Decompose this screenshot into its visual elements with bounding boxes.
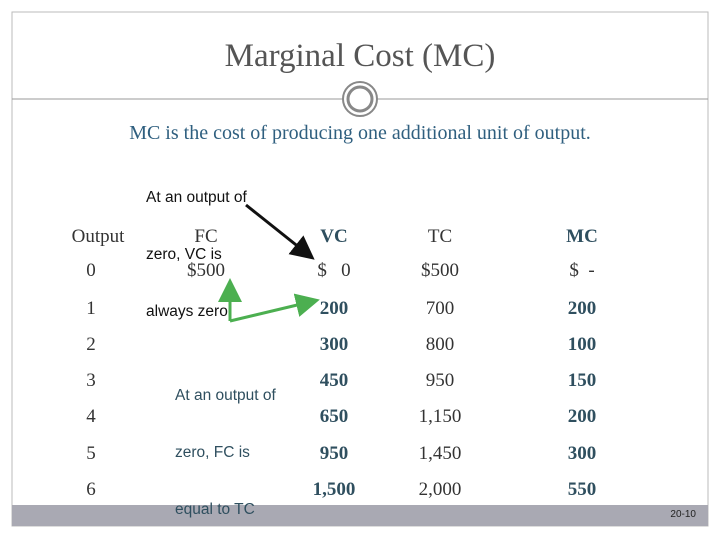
annotation-line: always zero [146, 303, 228, 320]
annotation-line: At an output of [146, 189, 247, 206]
annotation: At an output of zero, VC is always zero [146, 150, 247, 359]
table-cell: 300 [319, 334, 349, 355]
table-cell: 450 [319, 370, 349, 391]
column-header: Output [71, 226, 125, 247]
table-cell: $500 [421, 260, 459, 281]
table-cell: 800 [425, 334, 455, 355]
table-cell: 1,500 [312, 479, 356, 500]
title: Marginal Cost (MC) [224, 38, 496, 74]
column-header: VC [320, 226, 348, 247]
column-header: FC [194, 226, 218, 247]
table-cell: 550 [567, 479, 597, 500]
footer-bar [12, 505, 708, 526]
decor [11, 11, 709, 527]
table-cell: 1,150 [418, 406, 462, 427]
table-cell: 2 [86, 334, 96, 355]
annotation: At an output of zero, FC is equal to TC [175, 348, 276, 557]
table-cell: $ - [569, 260, 595, 281]
slide: Marginal Cost (MC) MC is the cost of pro… [11, 11, 709, 527]
ornament [346, 85, 374, 113]
annotation-line: zero, FC is [175, 444, 250, 461]
table-cell: 200 [319, 298, 349, 319]
table-cell: 300 [567, 443, 597, 464]
table-cell: 4 [86, 406, 96, 427]
arrow [245, 203, 315, 260]
table-cell: 950 [425, 370, 455, 391]
table-cell: 650 [319, 406, 349, 427]
table-cell: 5 [86, 443, 96, 464]
arrow [229, 293, 320, 323]
table-cell: 1 [86, 298, 96, 319]
table-cell: 6 [86, 479, 96, 500]
page-number: 20-10 [670, 509, 696, 520]
table-cell: 200 [567, 406, 597, 427]
annotation-line: zero, VC is [146, 246, 222, 263]
table-cell: $ 0 [317, 260, 351, 281]
table-cell: 0 [86, 260, 96, 281]
subtitle: MC is the cost of producing one addition… [129, 122, 591, 144]
table-cell: 3 [86, 370, 96, 391]
table-cell: 100 [567, 334, 597, 355]
table-cell: 200 [567, 298, 597, 319]
table-cell: 700 [425, 298, 455, 319]
column-header: TC [427, 226, 453, 247]
column-header: MC [566, 226, 598, 247]
annotation-line: At an output of [175, 387, 276, 404]
table-cell: 150 [567, 370, 597, 391]
table-cell: 1,450 [418, 443, 462, 464]
annotation-line: equal to TC [175, 501, 255, 518]
table-cell: 950 [319, 443, 349, 464]
table-cell: $500 [187, 260, 225, 281]
table-cell: 2,000 [418, 479, 462, 500]
